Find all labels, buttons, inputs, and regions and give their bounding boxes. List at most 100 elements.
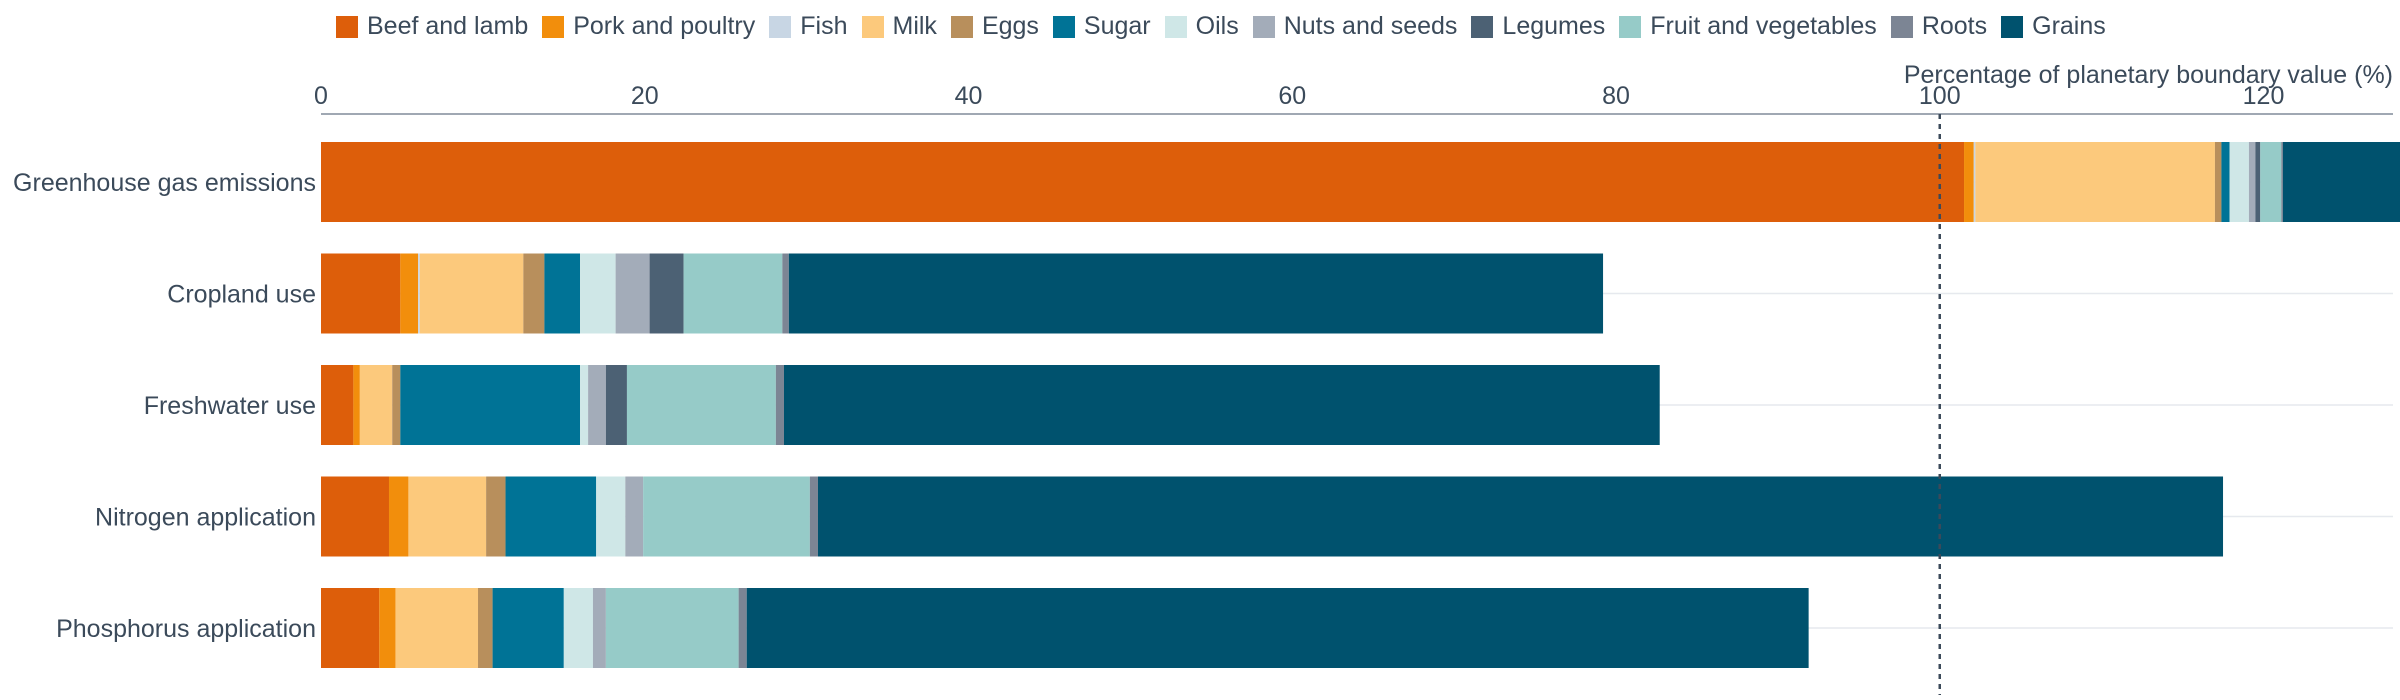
- legend-swatch: [1052, 15, 1075, 38]
- bar-segment: [2214, 142, 2222, 222]
- bar-segment: [2260, 142, 2282, 222]
- bar-segment: [1973, 142, 1976, 222]
- bar-segment: [592, 588, 606, 668]
- bar-segment: [392, 365, 401, 445]
- legend-label: Roots: [1921, 12, 1988, 40]
- bar-segment: [596, 476, 626, 557]
- legend-item: Pork and poultry: [542, 12, 755, 41]
- category-label: Freshwater use: [144, 392, 316, 420]
- bar-segment: [418, 253, 420, 334]
- legend-label: Legumes: [1502, 12, 1606, 40]
- x-axis: Percentage of planetary boundary value (…: [314, 61, 2393, 115]
- legend-swatch: [769, 15, 792, 38]
- legend-item: Fish: [769, 12, 848, 41]
- x-tick-label: 120: [2243, 82, 2285, 110]
- bar-segment: [505, 476, 597, 557]
- legend-label: Oils: [1195, 12, 1239, 40]
- legend-swatch: [1471, 15, 1494, 38]
- bar-segment: [2282, 142, 2400, 222]
- legend-label: Milk: [892, 12, 937, 40]
- bar-segment: [775, 365, 784, 445]
- legend: Beef and lamb Pork and poultry Fish Milk Egg…: [336, 12, 2120, 41]
- bar-segment: [605, 588, 739, 668]
- x-axis-title: Percentage of planetary boundary value (…: [1904, 61, 2393, 89]
- bar-segment: [643, 476, 810, 557]
- legend-label: Fish: [800, 12, 848, 40]
- bar-segment: [400, 253, 419, 334]
- legend-swatch: [1619, 15, 1642, 38]
- legend-item: Nuts and seeds: [1252, 12, 1458, 41]
- legend-label: Pork and poultry: [573, 12, 756, 40]
- bar-segment: [788, 253, 1604, 334]
- bar-segment: [544, 253, 580, 334]
- bar-segment: [738, 588, 747, 668]
- bar-segment: [563, 588, 593, 668]
- bar-segment: [321, 365, 354, 445]
- legend-label: Grains: [2032, 12, 2106, 40]
- bar-segment: [817, 476, 2224, 557]
- bar-segment: [478, 588, 493, 668]
- legend-swatch: [1252, 15, 1275, 38]
- legend-item: Oils: [1164, 12, 1239, 41]
- bar-segment: [783, 365, 1660, 445]
- legend-item: Roots: [1890, 12, 1988, 41]
- bar-segment: [388, 476, 409, 557]
- x-tick-label: 20: [631, 82, 659, 110]
- legend-swatch: [950, 15, 973, 38]
- x-tick-label: 0: [314, 82, 328, 110]
- category-label: Cropland use: [167, 281, 316, 309]
- bar-segment: [523, 253, 545, 334]
- legend-item: Fruit and vegetables: [1619, 12, 1877, 41]
- category-label: Greenhouse gas emissions: [13, 169, 316, 197]
- bar-segment: [2255, 142, 2261, 222]
- bar-segment: [683, 253, 783, 334]
- bar-segment: [395, 588, 479, 668]
- bar-segment: [2221, 142, 2230, 222]
- x-tick-label: 80: [1602, 82, 1630, 110]
- bar-segment: [626, 365, 776, 445]
- bar-segment: [321, 142, 1965, 222]
- bar-segment: [359, 365, 393, 445]
- bar-segment: [580, 365, 589, 445]
- bar-segment: [486, 476, 506, 557]
- legend-swatch: [1164, 15, 1187, 38]
- category-label: Phosphorus application: [56, 615, 316, 643]
- bar-segment: [1975, 142, 2215, 222]
- legend-swatch: [861, 15, 884, 38]
- legend-swatch: [542, 15, 565, 38]
- legend-label: Beef and lamb: [367, 12, 529, 40]
- bar-segment: [321, 588, 380, 668]
- bar-segment: [588, 365, 606, 445]
- bar-segment: [782, 253, 789, 334]
- bar-segment: [379, 588, 396, 668]
- legend-item: Sugar: [1052, 12, 1151, 41]
- bars: [321, 142, 2400, 668]
- bar-segment: [580, 253, 616, 334]
- category-labels: Greenhouse gas emissions Cropland use Fres…: [13, 169, 316, 643]
- bar-segment: [809, 476, 818, 557]
- bar-segment: [746, 588, 1809, 668]
- legend-swatch: [1890, 15, 1913, 38]
- bar-segment: [492, 588, 564, 668]
- bar-segment: [321, 253, 401, 334]
- x-tick-label: 40: [955, 82, 983, 110]
- x-tick-label: 60: [1278, 82, 1306, 110]
- legend-item: Beef and lamb: [336, 12, 528, 41]
- bar-segment: [2281, 142, 2283, 222]
- category-label: Nitrogen application: [95, 504, 316, 532]
- bar-segment: [625, 476, 644, 557]
- legend-item: Eggs: [950, 12, 1039, 41]
- legend-item: Grains: [2001, 12, 2106, 41]
- legend-label: Nuts and seeds: [1283, 12, 1458, 40]
- bar-segment: [649, 253, 684, 334]
- legend-label: Fruit and vegetables: [1650, 12, 1877, 40]
- x-tick-label: 100: [1919, 82, 1961, 110]
- bar-segment: [353, 365, 360, 445]
- legend-item: Milk: [861, 12, 937, 41]
- legend-swatch: [336, 15, 358, 38]
- bar-segment: [400, 365, 580, 445]
- bar-segment: [2229, 142, 2249, 222]
- legend-swatch: [2001, 15, 2024, 38]
- legend-label: Eggs: [981, 12, 1039, 40]
